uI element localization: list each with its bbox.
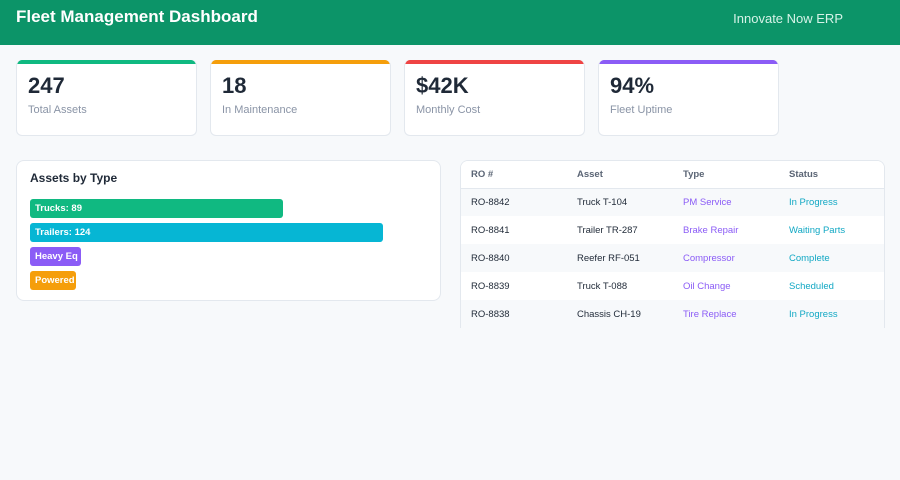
- table-row[interactable]: RO-8842 Truck T-104 PM Service In Progre…: [461, 188, 884, 216]
- asset-cell: Chassis CH-19: [567, 300, 673, 328]
- bar-label: Trucks: 89: [35, 203, 82, 214]
- kpi-card-monthly-cost[interactable]: $42K Monthly Cost: [404, 60, 585, 136]
- status-cell: Scheduled: [789, 280, 834, 292]
- status-cell: Waiting Parts: [789, 224, 846, 236]
- repair-orders-table-card: RO # Asset Type Status RO-8842 Truck T-1…: [460, 160, 885, 328]
- repair-orders-table: RO # Asset Type Status RO-8842 Truck T-1…: [461, 161, 884, 328]
- kpi-label: Monthly Cost: [416, 104, 481, 116]
- kpi-label: Fleet Uptime: [610, 104, 673, 116]
- table-header-row: RO # Asset Type Status: [461, 161, 884, 189]
- bar-label: Trailers: 124: [35, 227, 91, 238]
- table-row[interactable]: RO-8838 Chassis CH-19 Tire Replace In Pr…: [461, 300, 884, 328]
- table-row[interactable]: RO-8841 Trailer TR-287 Brake Repair Wait…: [461, 216, 884, 244]
- kpi-value: 18: [222, 73, 247, 98]
- kpi-value: 247: [28, 73, 65, 98]
- bar-trucks[interactable]: Trucks: 89: [30, 199, 283, 218]
- asset-cell: Trailer TR-287: [577, 224, 638, 236]
- kpi-card-fleet-uptime[interactable]: 94% Fleet Uptime: [598, 60, 779, 136]
- kpi-accent-bar: [405, 60, 584, 64]
- kpi-card-in-maintenance[interactable]: 18 In Maintenance: [210, 60, 391, 136]
- status-cell: Complete: [779, 244, 884, 272]
- ro-number-cell: RO-8840: [461, 244, 567, 272]
- page-title: Fleet Management Dashboard: [16, 6, 258, 26]
- kpi-value: 94%: [610, 73, 655, 98]
- type-cell: Compressor: [673, 244, 779, 272]
- status-cell: In Progress: [779, 300, 884, 328]
- asset-cell: Truck T-104: [567, 188, 673, 216]
- type-cell: Oil Change: [683, 280, 731, 292]
- table-row[interactable]: RO-8839 Truck T-088 Oil Change Scheduled: [461, 272, 884, 300]
- asset-cell: Reefer RF-051: [567, 244, 673, 272]
- brand-name[interactable]: Innovate Now ERP: [733, 11, 843, 26]
- app-header: Fleet Management Dashboard Innovate Now …: [0, 0, 900, 45]
- asset-cell: Truck T-088: [577, 280, 628, 292]
- type-cell: Brake Repair: [683, 224, 739, 236]
- ro-number-cell: RO-8841: [471, 224, 510, 236]
- kpi-label: In Maintenance: [222, 104, 298, 116]
- ro-number-cell: RO-8838: [461, 300, 567, 328]
- assets-by-type-chart-card: Assets by Type Trucks: 89 Trailers: 124 He…: [16, 160, 441, 301]
- column-header-ro[interactable]: RO #: [461, 161, 567, 189]
- column-header-type[interactable]: Type: [673, 161, 779, 189]
- ro-number-cell: RO-8842: [461, 188, 567, 216]
- kpi-accent-bar: [17, 60, 196, 64]
- type-cell: Tire Replace: [673, 300, 779, 328]
- column-header-asset[interactable]: Asset: [567, 161, 673, 189]
- kpi-label: Total Assets: [28, 104, 87, 116]
- kpi-accent-bar: [211, 60, 390, 64]
- bar-label: Powered: [35, 275, 75, 286]
- kpi-card-total-assets[interactable]: 247 Total Assets: [16, 60, 197, 136]
- ro-number-cell: RO-8839: [471, 280, 510, 292]
- status-cell: In Progress: [779, 188, 884, 216]
- type-cell: PM Service: [673, 188, 779, 216]
- chart-title: Assets by Type: [30, 171, 118, 185]
- bar-trailers[interactable]: Trailers: 124: [30, 223, 383, 242]
- kpi-accent-bar: [599, 60, 778, 64]
- bar-powered[interactable]: Powered: [30, 271, 76, 290]
- table-row[interactable]: RO-8840 Reefer RF-051 Compressor Complet…: [461, 244, 884, 272]
- bar-label: Heavy Eq: [35, 251, 78, 262]
- bar-chart-area: Trucks: 89 Trailers: 124 Heavy Eq Powered: [30, 199, 400, 295]
- bar-heavy-eq[interactable]: Heavy Eq: [30, 247, 81, 266]
- kpi-value: $42K: [416, 73, 469, 98]
- column-header-status[interactable]: Status: [779, 161, 884, 189]
